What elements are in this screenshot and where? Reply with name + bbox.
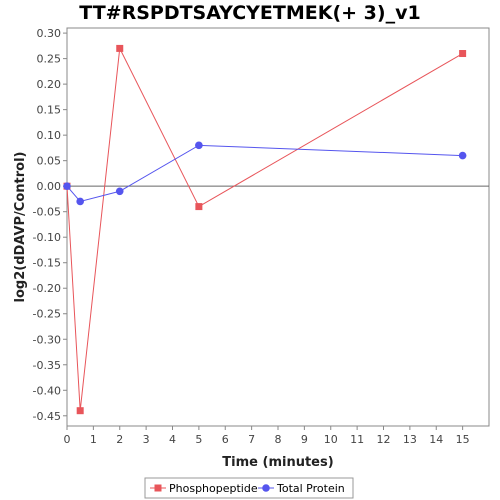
legend-phosphopeptide-marker [154,484,162,492]
y-axis-title: log2(dDAVP/Control) [13,152,28,303]
phosphopeptide-point [76,407,84,415]
x-tick-label: 10 [324,433,338,446]
y-tick-label: 0.00 [37,180,62,193]
x-tick-label: 8 [275,433,282,446]
y-tick-label: -0.30 [33,333,61,346]
y-tick-label: 0.15 [37,104,62,117]
x-axis-title: Time (minutes) [222,455,333,470]
x-tick-label: 13 [403,433,417,446]
phosphopeptide-point [195,203,203,211]
y-tick-label: 0.30 [37,27,62,40]
y-tick-label: 0.10 [37,129,62,142]
x-tick-label: 12 [377,433,391,446]
y-tick-label: -0.10 [33,231,61,244]
x-tick-label: 14 [429,433,443,446]
x-tick-label: 15 [456,433,470,446]
legend-box [144,477,354,499]
x-tick-label: 7 [248,433,255,446]
total-protein-point [76,197,84,206]
y-tick-label: 0.20 [37,78,62,91]
x-tick-label: 3 [143,433,150,446]
x-tick-label: 4 [169,433,176,446]
phosphopeptide-point [459,50,467,58]
total-protein-point [115,187,124,196]
x-tick-label: 11 [350,433,364,446]
y-tick-label: 0.05 [37,155,62,168]
plot-area [66,27,490,427]
y-tick-label: -0.25 [33,308,61,321]
phosphopeptide-point [116,44,124,52]
legend-total-protein-marker [262,484,270,492]
chart-title: TT#RSPDTSAYCYETMEK(+ 3)_v1 [79,2,421,24]
y-tick-label: -0.15 [33,257,61,270]
total-protein-point [195,141,203,150]
y-tick-label: -0.20 [33,282,61,295]
x-tick-label: 0 [64,433,71,446]
total-protein-point [458,151,467,160]
y-tick-label: -0.40 [33,384,61,397]
x-tick-label: 5 [195,433,202,446]
legend-total-protein-label: Total Protein [276,482,345,495]
y-tick-label: -0.05 [33,206,61,219]
x-tick-label: 1 [90,433,97,446]
legend-phosphopeptide-label: Phosphopeptide [169,482,258,495]
y-tick-label: -0.35 [33,359,61,372]
x-tick-label: 2 [116,433,123,446]
x-tick-label: 6 [222,433,229,446]
x-tick-label: 9 [301,433,308,446]
total-protein-point [63,182,71,190]
y-tick-label: -0.45 [33,410,61,423]
y-tick-label: 0.25 [37,53,62,66]
